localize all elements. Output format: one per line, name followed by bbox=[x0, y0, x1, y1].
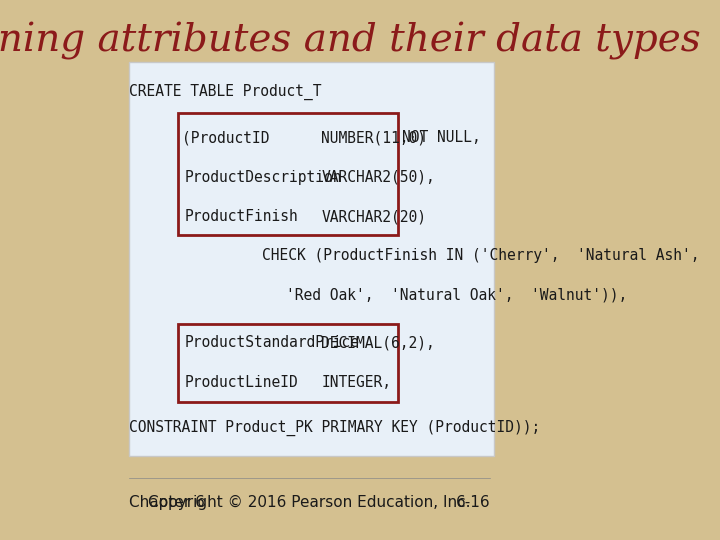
Text: VARCHAR2(50),: VARCHAR2(50), bbox=[321, 170, 435, 185]
Text: VARCHAR2(20): VARCHAR2(20) bbox=[321, 209, 426, 224]
Text: INTEGER,: INTEGER, bbox=[321, 375, 391, 390]
Text: DECIMAL(6,2),: DECIMAL(6,2), bbox=[321, 335, 435, 350]
FancyBboxPatch shape bbox=[129, 62, 494, 456]
Text: CREATE TABLE Product_T: CREATE TABLE Product_T bbox=[129, 84, 321, 100]
Text: CONSTRAINT Product_PK PRIMARY KEY (ProductID));: CONSTRAINT Product_PK PRIMARY KEY (Produ… bbox=[129, 420, 540, 436]
Text: Defining attributes and their data types: Defining attributes and their data types bbox=[0, 22, 701, 59]
Text: Chapter 6: Chapter 6 bbox=[129, 495, 204, 510]
Text: ProductFinish: ProductFinish bbox=[185, 209, 299, 224]
Text: ProductStandardPrice: ProductStandardPrice bbox=[185, 335, 360, 350]
Text: Copyright © 2016 Pearson Education, Inc.: Copyright © 2016 Pearson Education, Inc. bbox=[148, 495, 471, 510]
Text: (ProductID: (ProductID bbox=[181, 130, 269, 145]
Text: NUMBER(11,0): NUMBER(11,0) bbox=[321, 130, 426, 145]
Text: 'Red Oak',  'Natural Oak',  'Walnut')),: 'Red Oak', 'Natural Oak', 'Walnut')), bbox=[286, 288, 627, 303]
Text: ProductLineID: ProductLineID bbox=[185, 375, 299, 390]
Text: 6-16: 6-16 bbox=[456, 495, 490, 510]
Text: NOT NULL,: NOT NULL, bbox=[402, 130, 480, 145]
Text: CHECK (ProductFinish IN ('Cherry',  'Natural Ash',  'White Ash',: CHECK (ProductFinish IN ('Cherry', 'Natu… bbox=[262, 248, 720, 264]
Text: ProductDescription: ProductDescription bbox=[185, 170, 342, 185]
